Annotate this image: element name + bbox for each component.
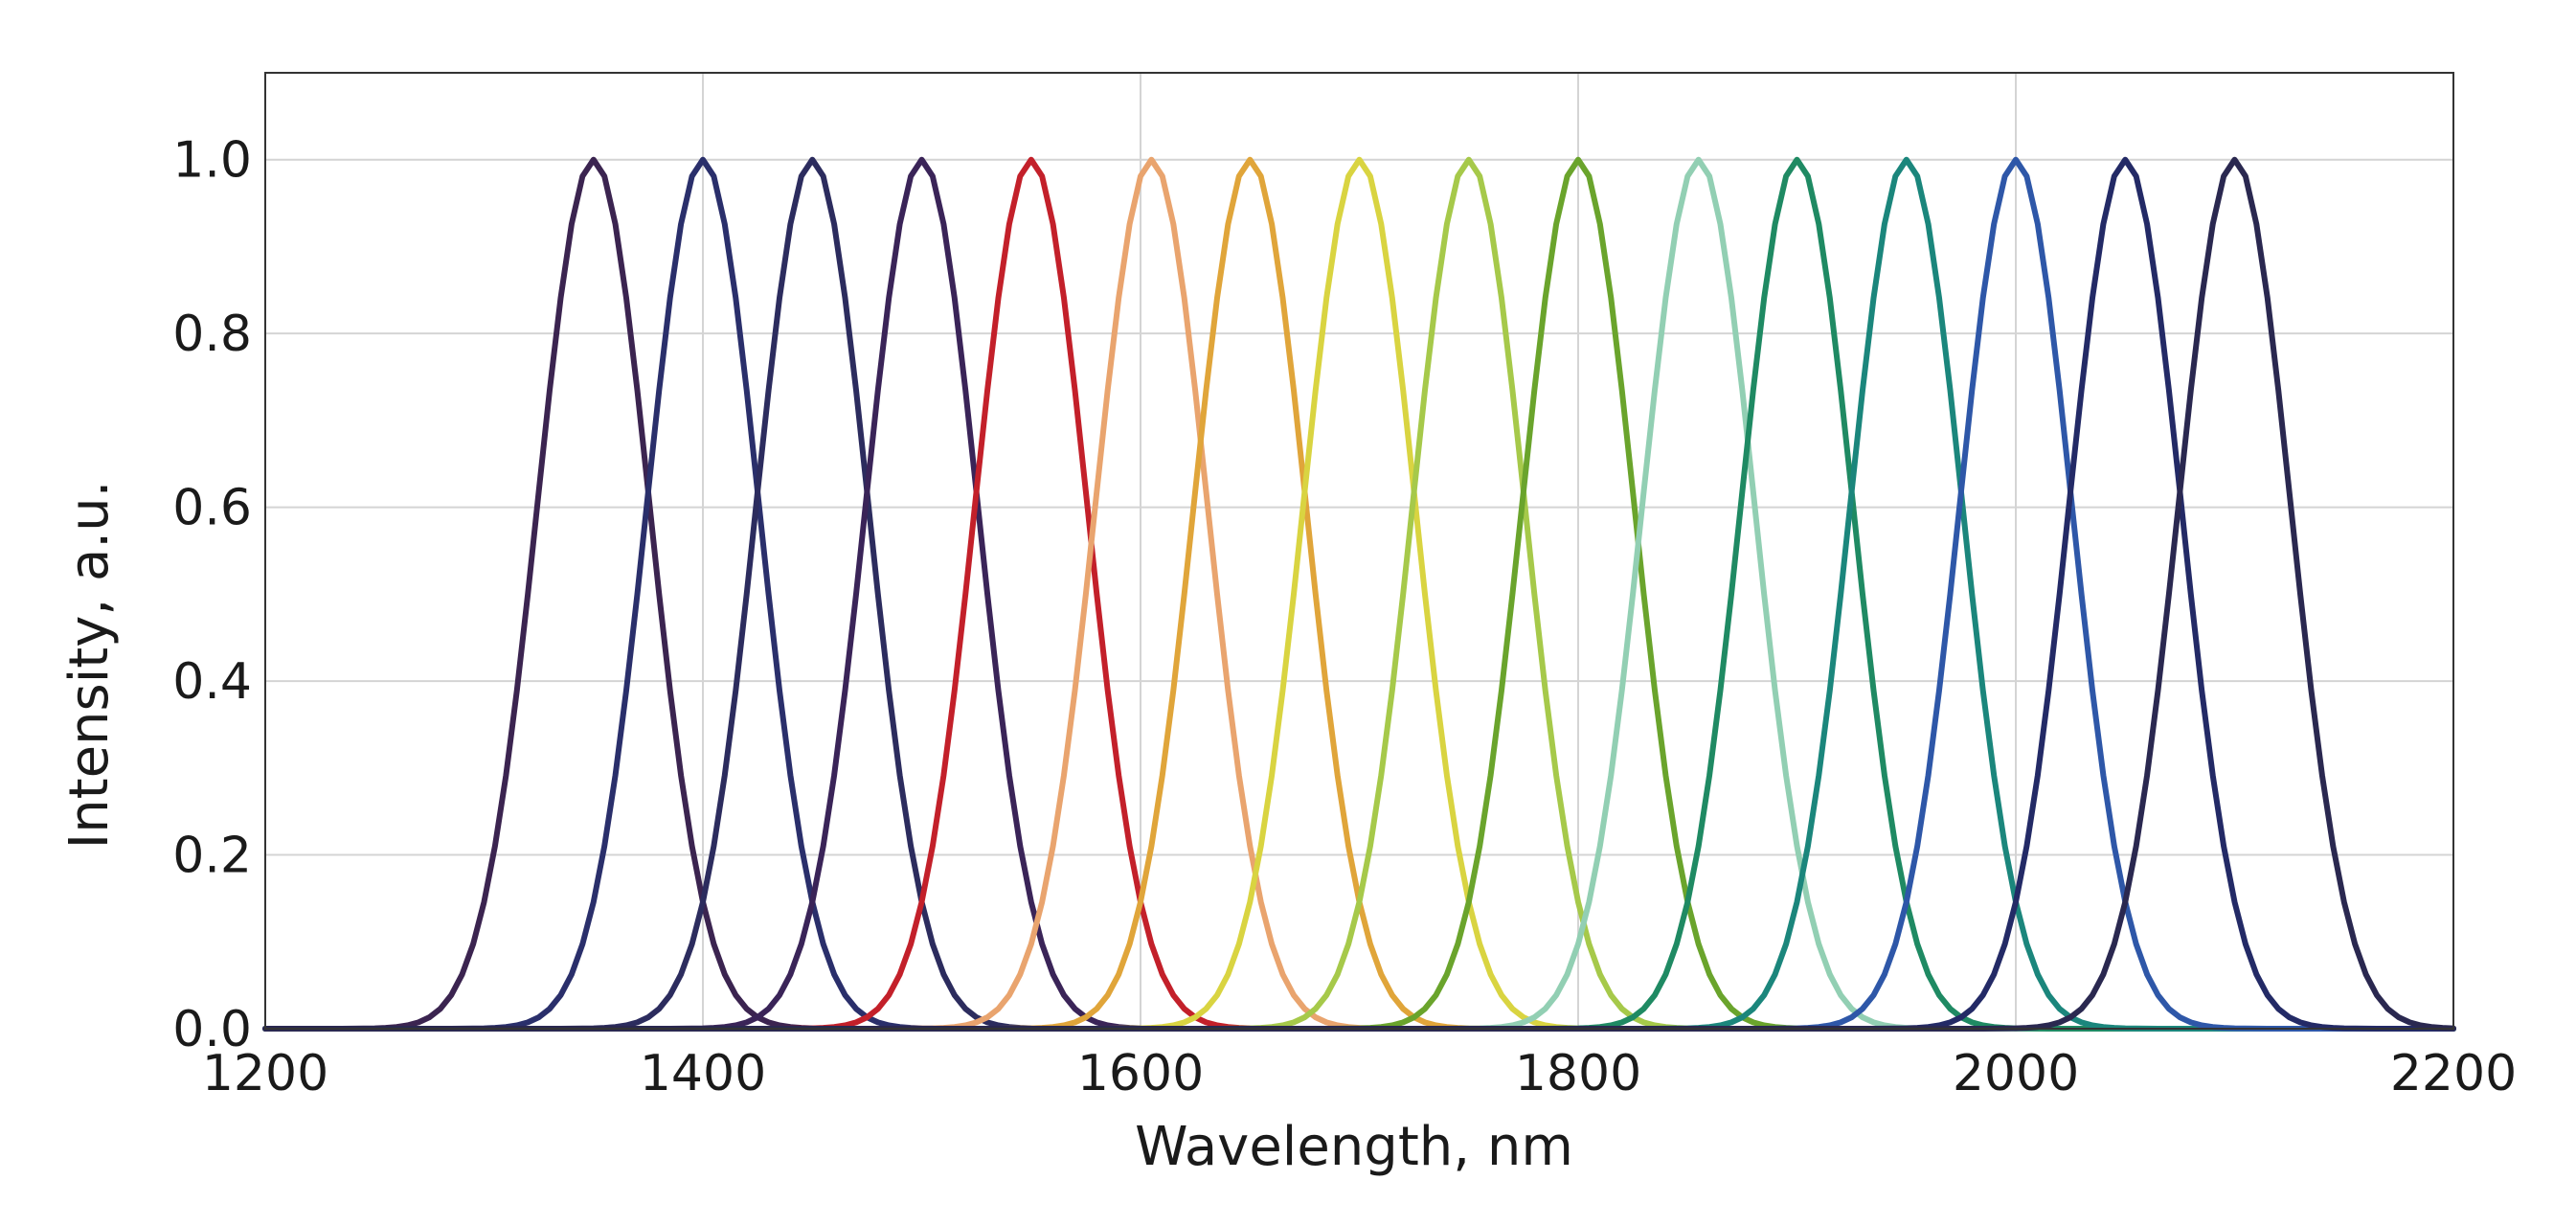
x-tick-label: 1200 xyxy=(202,1045,328,1102)
x-tick-labels: 1200 1400 1600 1800 2000 2200 xyxy=(202,1045,2517,1102)
x-tick-label: 1400 xyxy=(640,1045,766,1102)
grid-lines xyxy=(265,73,2453,1029)
plot-frame xyxy=(264,72,2454,1030)
y-tick-label: 0.2 xyxy=(172,828,252,885)
x-tick-label: 2000 xyxy=(1953,1045,2079,1102)
y-axis-title: Intensity, a.u. xyxy=(58,481,121,850)
y-tick-label: 0.8 xyxy=(172,306,252,363)
x-tick-label: 2200 xyxy=(2390,1045,2517,1102)
y-tick-label: 0.0 xyxy=(172,1001,252,1058)
x-tick-label: 1800 xyxy=(1515,1045,1641,1102)
y-tick-label: 0.6 xyxy=(172,480,252,537)
series-lines xyxy=(262,156,2456,1032)
y-tick-label: 1.0 xyxy=(172,132,252,190)
x-tick-label: 1600 xyxy=(1077,1045,1204,1102)
y-tick-label: 0.4 xyxy=(172,653,252,711)
y-tick-labels: 0.0 0.2 0.4 0.6 0.8 1.0 xyxy=(172,132,252,1058)
x-axis-title: Wavelength, nm xyxy=(1135,1116,1573,1178)
